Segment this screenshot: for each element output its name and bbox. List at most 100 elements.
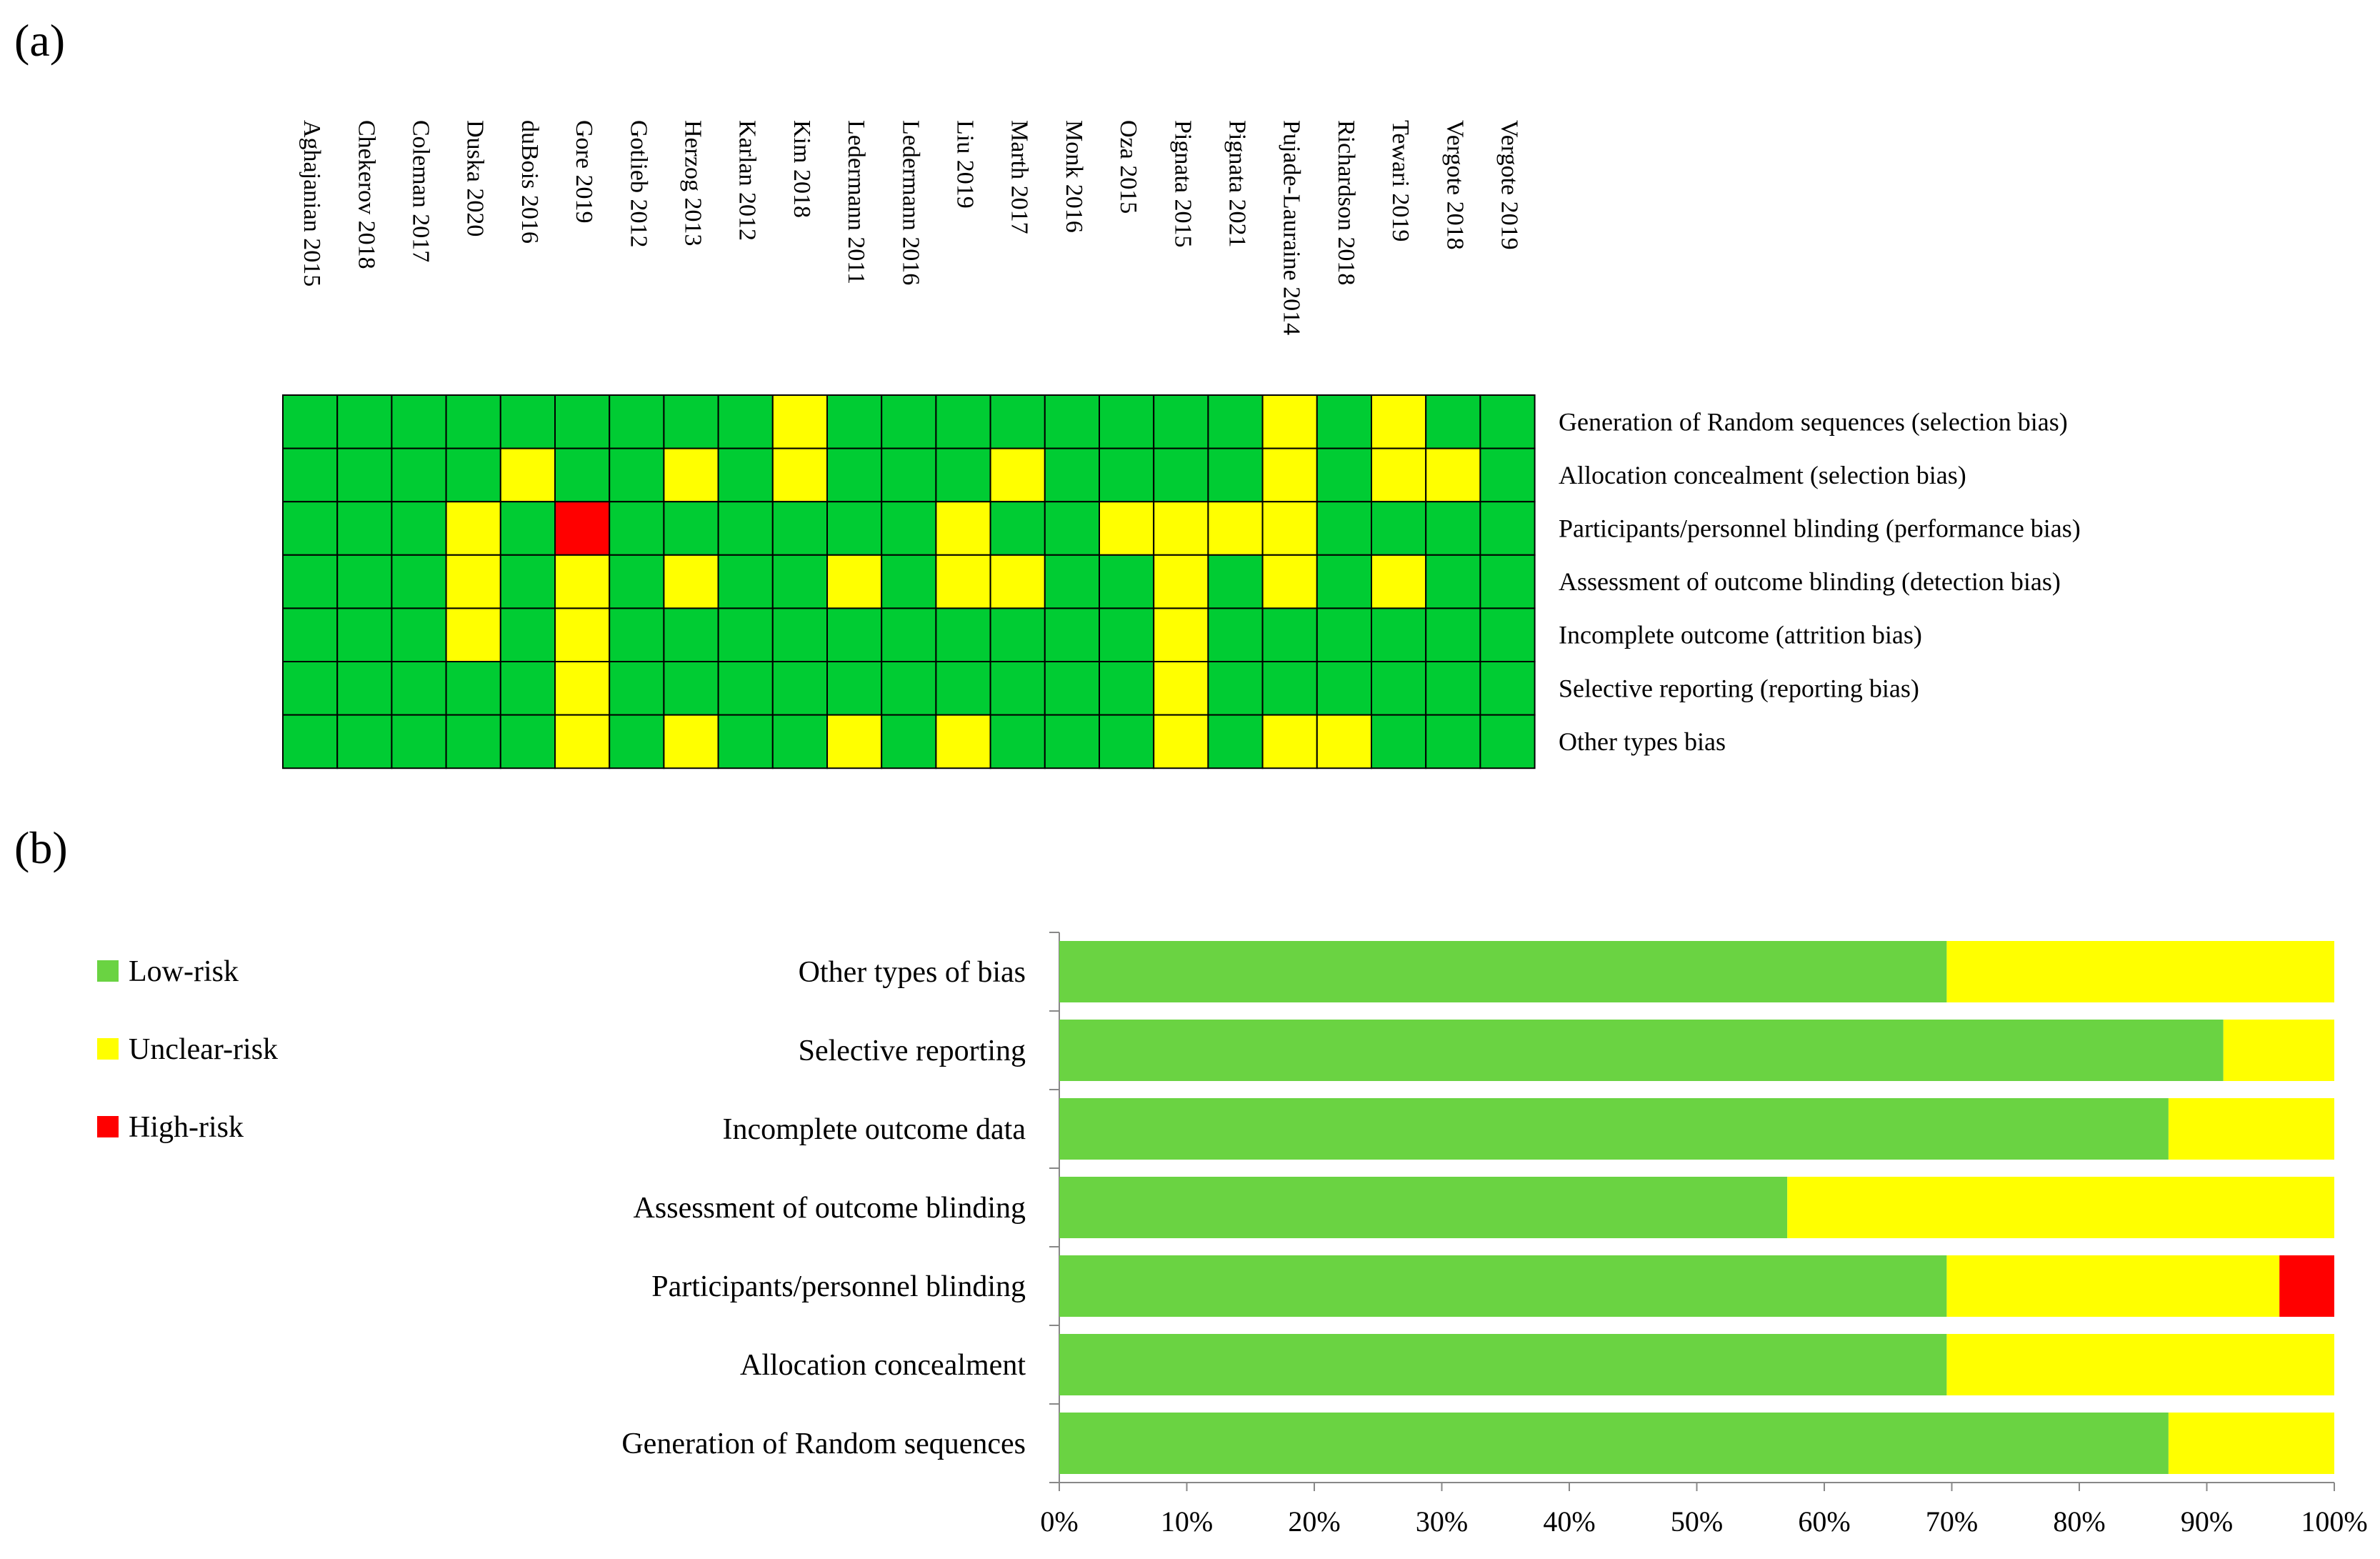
risk-cell [717, 607, 774, 663]
risk-cell [935, 661, 991, 716]
risk-cell [717, 394, 774, 449]
risk-cell [282, 554, 339, 609]
risk-cell [1316, 607, 1373, 663]
risk-cell [391, 607, 447, 663]
x-tick-label: 60% [1798, 1505, 1850, 1538]
domain-label: Participants/personnel blinding (perform… [1559, 514, 2081, 543]
bar-segment-low [1059, 1098, 2169, 1160]
risk-cell [1207, 554, 1264, 609]
bar-segment-low [1059, 1255, 1947, 1317]
x-tick-label: 30% [1416, 1505, 1468, 1538]
x-tick-label: 0% [1040, 1505, 1078, 1538]
risk-cell [826, 661, 883, 716]
study-label: Ledermann 2011 [843, 120, 869, 284]
risk-cell [1261, 661, 1318, 716]
risk-cell [1153, 714, 1209, 769]
risk-cell [1099, 661, 1155, 716]
risk-cell [771, 501, 829, 556]
risk-cell [935, 501, 991, 556]
x-tick-label: 100% [2301, 1505, 2367, 1538]
risk-cell [1479, 394, 1536, 449]
risk-cell [717, 661, 774, 716]
legend-swatch-high [97, 1116, 119, 1137]
risk-cell [1371, 394, 1427, 449]
bar-category-label: Other types of bias [799, 956, 1026, 989]
risk-cell [1207, 501, 1264, 556]
risk-cell [1479, 501, 1536, 556]
risk-cell [609, 554, 665, 609]
risk-cell [1316, 447, 1373, 503]
legend-label: Unclear-risk [129, 1033, 278, 1066]
risk-cell [1425, 661, 1481, 716]
risk-cell [935, 607, 991, 663]
risk-cell [1479, 714, 1536, 769]
bar-category-label: Assessment of outcome blinding [634, 1192, 1026, 1225]
study-label: Duska 2020 [462, 120, 489, 236]
risk-cell [771, 607, 829, 663]
risk-cell [1153, 607, 1209, 663]
risk-cell [935, 554, 991, 609]
study-label: Gore 2019 [571, 120, 597, 223]
risk-cell [391, 661, 447, 716]
risk-cell [663, 714, 719, 769]
risk-cell [336, 554, 393, 609]
study-label: Gotlieb 2012 [625, 120, 651, 247]
risk-cell [554, 607, 611, 663]
bar-segment-unclear [1946, 1255, 2280, 1317]
bar-segment-unclear [2168, 1098, 2334, 1160]
study-label: Vergote 2018 [1441, 120, 1468, 250]
risk-cell [282, 661, 339, 716]
risk-cell [336, 714, 393, 769]
risk-cell [826, 554, 883, 609]
domain-label: Allocation concealment (selection bias) [1559, 461, 1966, 489]
risk-cell [881, 714, 937, 769]
risk-cell [1371, 714, 1427, 769]
risk-cell [826, 607, 883, 663]
risk-cell [282, 607, 339, 663]
risk-cell [1371, 447, 1427, 503]
risk-cell [1371, 501, 1427, 556]
study-label: Marth 2017 [1006, 120, 1033, 234]
risk-cell [445, 714, 501, 769]
risk-cell [1479, 554, 1536, 609]
risk-cell [445, 394, 501, 449]
risk-cell [935, 714, 991, 769]
risk-cell [1316, 661, 1373, 716]
study-label: Karlan 2012 [734, 120, 761, 241]
study-label: Aghajanian 2015 [299, 120, 325, 287]
domain-label: Generation of Random sequences (selectio… [1559, 407, 2068, 436]
risk-cell [391, 394, 447, 449]
bar-category-label: Selective reporting [799, 1035, 1026, 1067]
bar-category-label: Incomplete outcome data [723, 1113, 1026, 1146]
study-label: Vergote 2019 [1496, 120, 1523, 250]
risk-cell [1099, 714, 1155, 769]
risk-cell [1044, 607, 1101, 663]
risk-cell [1044, 554, 1101, 609]
risk-cell [663, 661, 719, 716]
domain-label: Incomplete outcome (attrition bias) [1559, 621, 1922, 649]
x-tick-label: 20% [1288, 1505, 1340, 1538]
risk-cell [499, 554, 556, 609]
risk-cell [499, 714, 556, 769]
risk-cell [391, 714, 447, 769]
risk-cell [1425, 394, 1481, 449]
risk-cell [336, 394, 393, 449]
risk-cell [1044, 501, 1101, 556]
risk-cell [881, 447, 937, 503]
risk-cell [1425, 501, 1481, 556]
risk-cell [609, 501, 665, 556]
bar-segment-low [1059, 1413, 2169, 1474]
risk-cell [1479, 447, 1536, 503]
risk-cell [1261, 607, 1318, 663]
study-label: duBois 2016 [516, 120, 543, 244]
risk-cell [1261, 554, 1318, 609]
risk-cell [391, 447, 447, 503]
risk-cell [717, 501, 774, 556]
risk-cell [1099, 447, 1155, 503]
risk-cell [609, 661, 665, 716]
risk-cell [554, 554, 611, 609]
bar-category-label: Generation of Random sequences [621, 1428, 1026, 1460]
risk-cell [826, 447, 883, 503]
risk-cell [1044, 661, 1101, 716]
bar-category-label: Participants/personnel blinding [651, 1270, 1026, 1303]
